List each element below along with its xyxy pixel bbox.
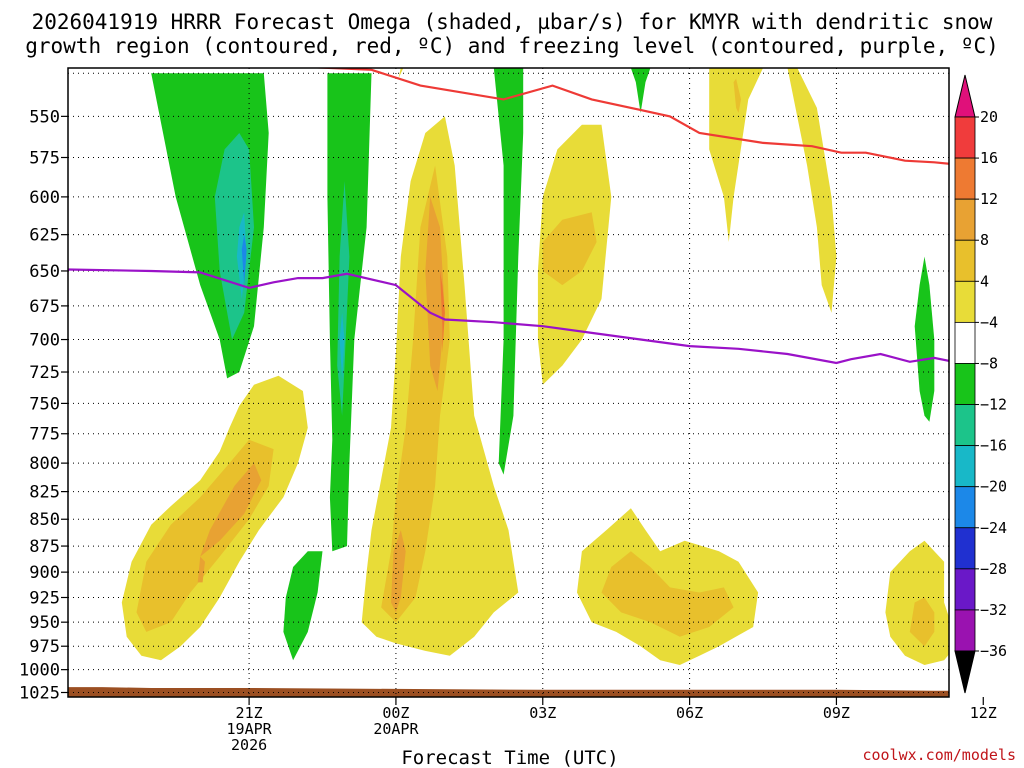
- y-tick-label-950: 950: [29, 613, 60, 633]
- y-tick-label-700: 700: [29, 331, 60, 351]
- omega-region-ascent-right-top: [787, 68, 837, 313]
- colorbar-label-4: 8: [980, 231, 989, 249]
- colorbar-label-7: −8: [980, 354, 998, 372]
- omega-region-ascent-left-low: [197, 556, 205, 583]
- colorbar-bin-3: [954, 198, 976, 241]
- colorbar-label-6: −4: [980, 313, 998, 331]
- colorbar-bin-4: [954, 239, 976, 282]
- colorbar-bin-9: [954, 445, 976, 488]
- omega-region-ascent-left-low: [200, 463, 262, 557]
- y-tick-label-1025: 1025: [19, 683, 60, 703]
- colorbar-label-2: 16: [980, 149, 998, 167]
- colorbar-label-12: −28: [980, 560, 1007, 578]
- colorbar-label-10: −20: [980, 478, 1007, 496]
- y-tick-label-750: 750: [29, 394, 60, 414]
- omega-region-descent-col-1: [214, 133, 254, 340]
- colorbar-bin-2: [954, 157, 976, 200]
- y-tick-label-900: 900: [29, 563, 60, 583]
- colorbar-label-13: −32: [980, 601, 1007, 619]
- y-tick-label-775: 775: [29, 425, 60, 445]
- colorbar-bottom-arrow: [954, 650, 976, 694]
- y-tick-label-1000: 1000: [19, 661, 60, 681]
- freezing-level-line: [68, 268, 949, 365]
- colorbar-bin-7: [954, 363, 976, 405]
- x-tick-label-12Z-line-1: 12Z: [970, 704, 997, 722]
- chart-title-line-2: growth region (contoured, red, ºC) and f…: [25, 34, 999, 58]
- x-tick-label-06Z-line-1: 06Z: [676, 704, 703, 722]
- x-tick-label-21Z-line-1: 21Z: [236, 704, 263, 722]
- omega-region-ascent-right-mid: [542, 212, 597, 286]
- x-axis-label: Forecast Time (UTC): [401, 747, 618, 768]
- colorbar: 20 16 12 8 4 −4 −8 −12 −16 −20 −24 −28 −32 −36: [954, 74, 1007, 694]
- colorbar-bin-5: [954, 280, 976, 323]
- colorbar-bin-10: [954, 486, 976, 529]
- y-tick-label-575: 575: [29, 148, 60, 168]
- omega-region-descent-col-2: [327, 73, 372, 552]
- omega-region-descent-right: [914, 256, 935, 422]
- omega-region-ascent-top-tiny: [398, 68, 404, 79]
- colorbar-label-9: −16: [980, 437, 1007, 455]
- x-tick-label-00Z-line-1: 00Z: [382, 704, 409, 722]
- colorbar-bin-12: [954, 568, 976, 611]
- x-tick-label-21Z-line-2: 19APR: [227, 720, 273, 738]
- y-tick-label-675: 675: [29, 297, 60, 317]
- omega-region-ascent-right-top: [709, 68, 763, 242]
- colorbar-bin-11: [954, 527, 976, 570]
- plot-content: [68, 68, 949, 697]
- omega-region-descent-col-1: [241, 234, 247, 286]
- colorbar-bin-13: [954, 609, 976, 652]
- x-tick-label-03Z-line-1: 03Z: [529, 704, 556, 722]
- y-tick-label-975: 975: [29, 637, 60, 657]
- omega-region-ascent-right-top: [733, 78, 741, 113]
- y-tick-label-850: 850: [29, 510, 60, 530]
- y-tick-label-725: 725: [29, 363, 60, 383]
- y-tick-label-875: 875: [29, 537, 60, 557]
- plot-frame: [67, 67, 950, 698]
- x-tick-label-00Z-line-2: 20APR: [373, 720, 419, 738]
- colorbar-label-3: 12: [980, 190, 998, 208]
- omega-region-ascent-center: [425, 196, 445, 391]
- colorbar-bin-8: [954, 404, 976, 447]
- colorbar-label-14: −36: [980, 642, 1007, 660]
- omega-region-descent-col-2: [339, 312, 345, 379]
- axes: 550 575 600 625 650 675 700 725 750 775 800 825 850 8…: [19, 67, 997, 754]
- dgz-contour-line: [305, 68, 949, 165]
- y-tick-label-800: 800: [29, 454, 60, 474]
- omega-region-descent-col-3: [630, 68, 651, 113]
- colorbar-bin-6: [954, 321, 976, 364]
- x-tick-label-21Z-line-3: 2026: [231, 736, 267, 754]
- plot-area: [68, 68, 949, 697]
- omega-region-ascent-center: [391, 530, 406, 613]
- chart-title-line-1: 2026041919 HRRR Forecast Omega (shaded, …: [32, 10, 993, 34]
- y-tick-label-825: 825: [29, 483, 60, 503]
- credit-text: coolwx.com/models: [862, 746, 1016, 764]
- colorbar-bin-1: [954, 116, 976, 159]
- colorbar-label-8: −12: [980, 396, 1007, 414]
- colorbar-label-5: 4: [980, 272, 989, 290]
- omega-region-ascent-bottom: [601, 551, 734, 637]
- y-tick-label-550: 550: [29, 107, 60, 127]
- y-tick-label-650: 650: [29, 262, 60, 282]
- colorbar-label-1: 20: [980, 108, 998, 126]
- y-tick-label-925: 925: [29, 588, 60, 608]
- colorbar-label-11: −24: [980, 519, 1007, 537]
- omega-region-descent-small-low: [283, 551, 323, 661]
- omega-region-descent-col-2: [337, 181, 350, 416]
- omega-region-ascent-right-bottom: [909, 597, 935, 647]
- y-tick-label-625: 625: [29, 226, 60, 246]
- y-tick-label-600: 600: [29, 188, 60, 208]
- x-tick-label-09Z-line-1: 09Z: [823, 704, 850, 722]
- omega-region-ascent-center: [440, 271, 445, 353]
- colorbar-top-arrow: [954, 74, 976, 118]
